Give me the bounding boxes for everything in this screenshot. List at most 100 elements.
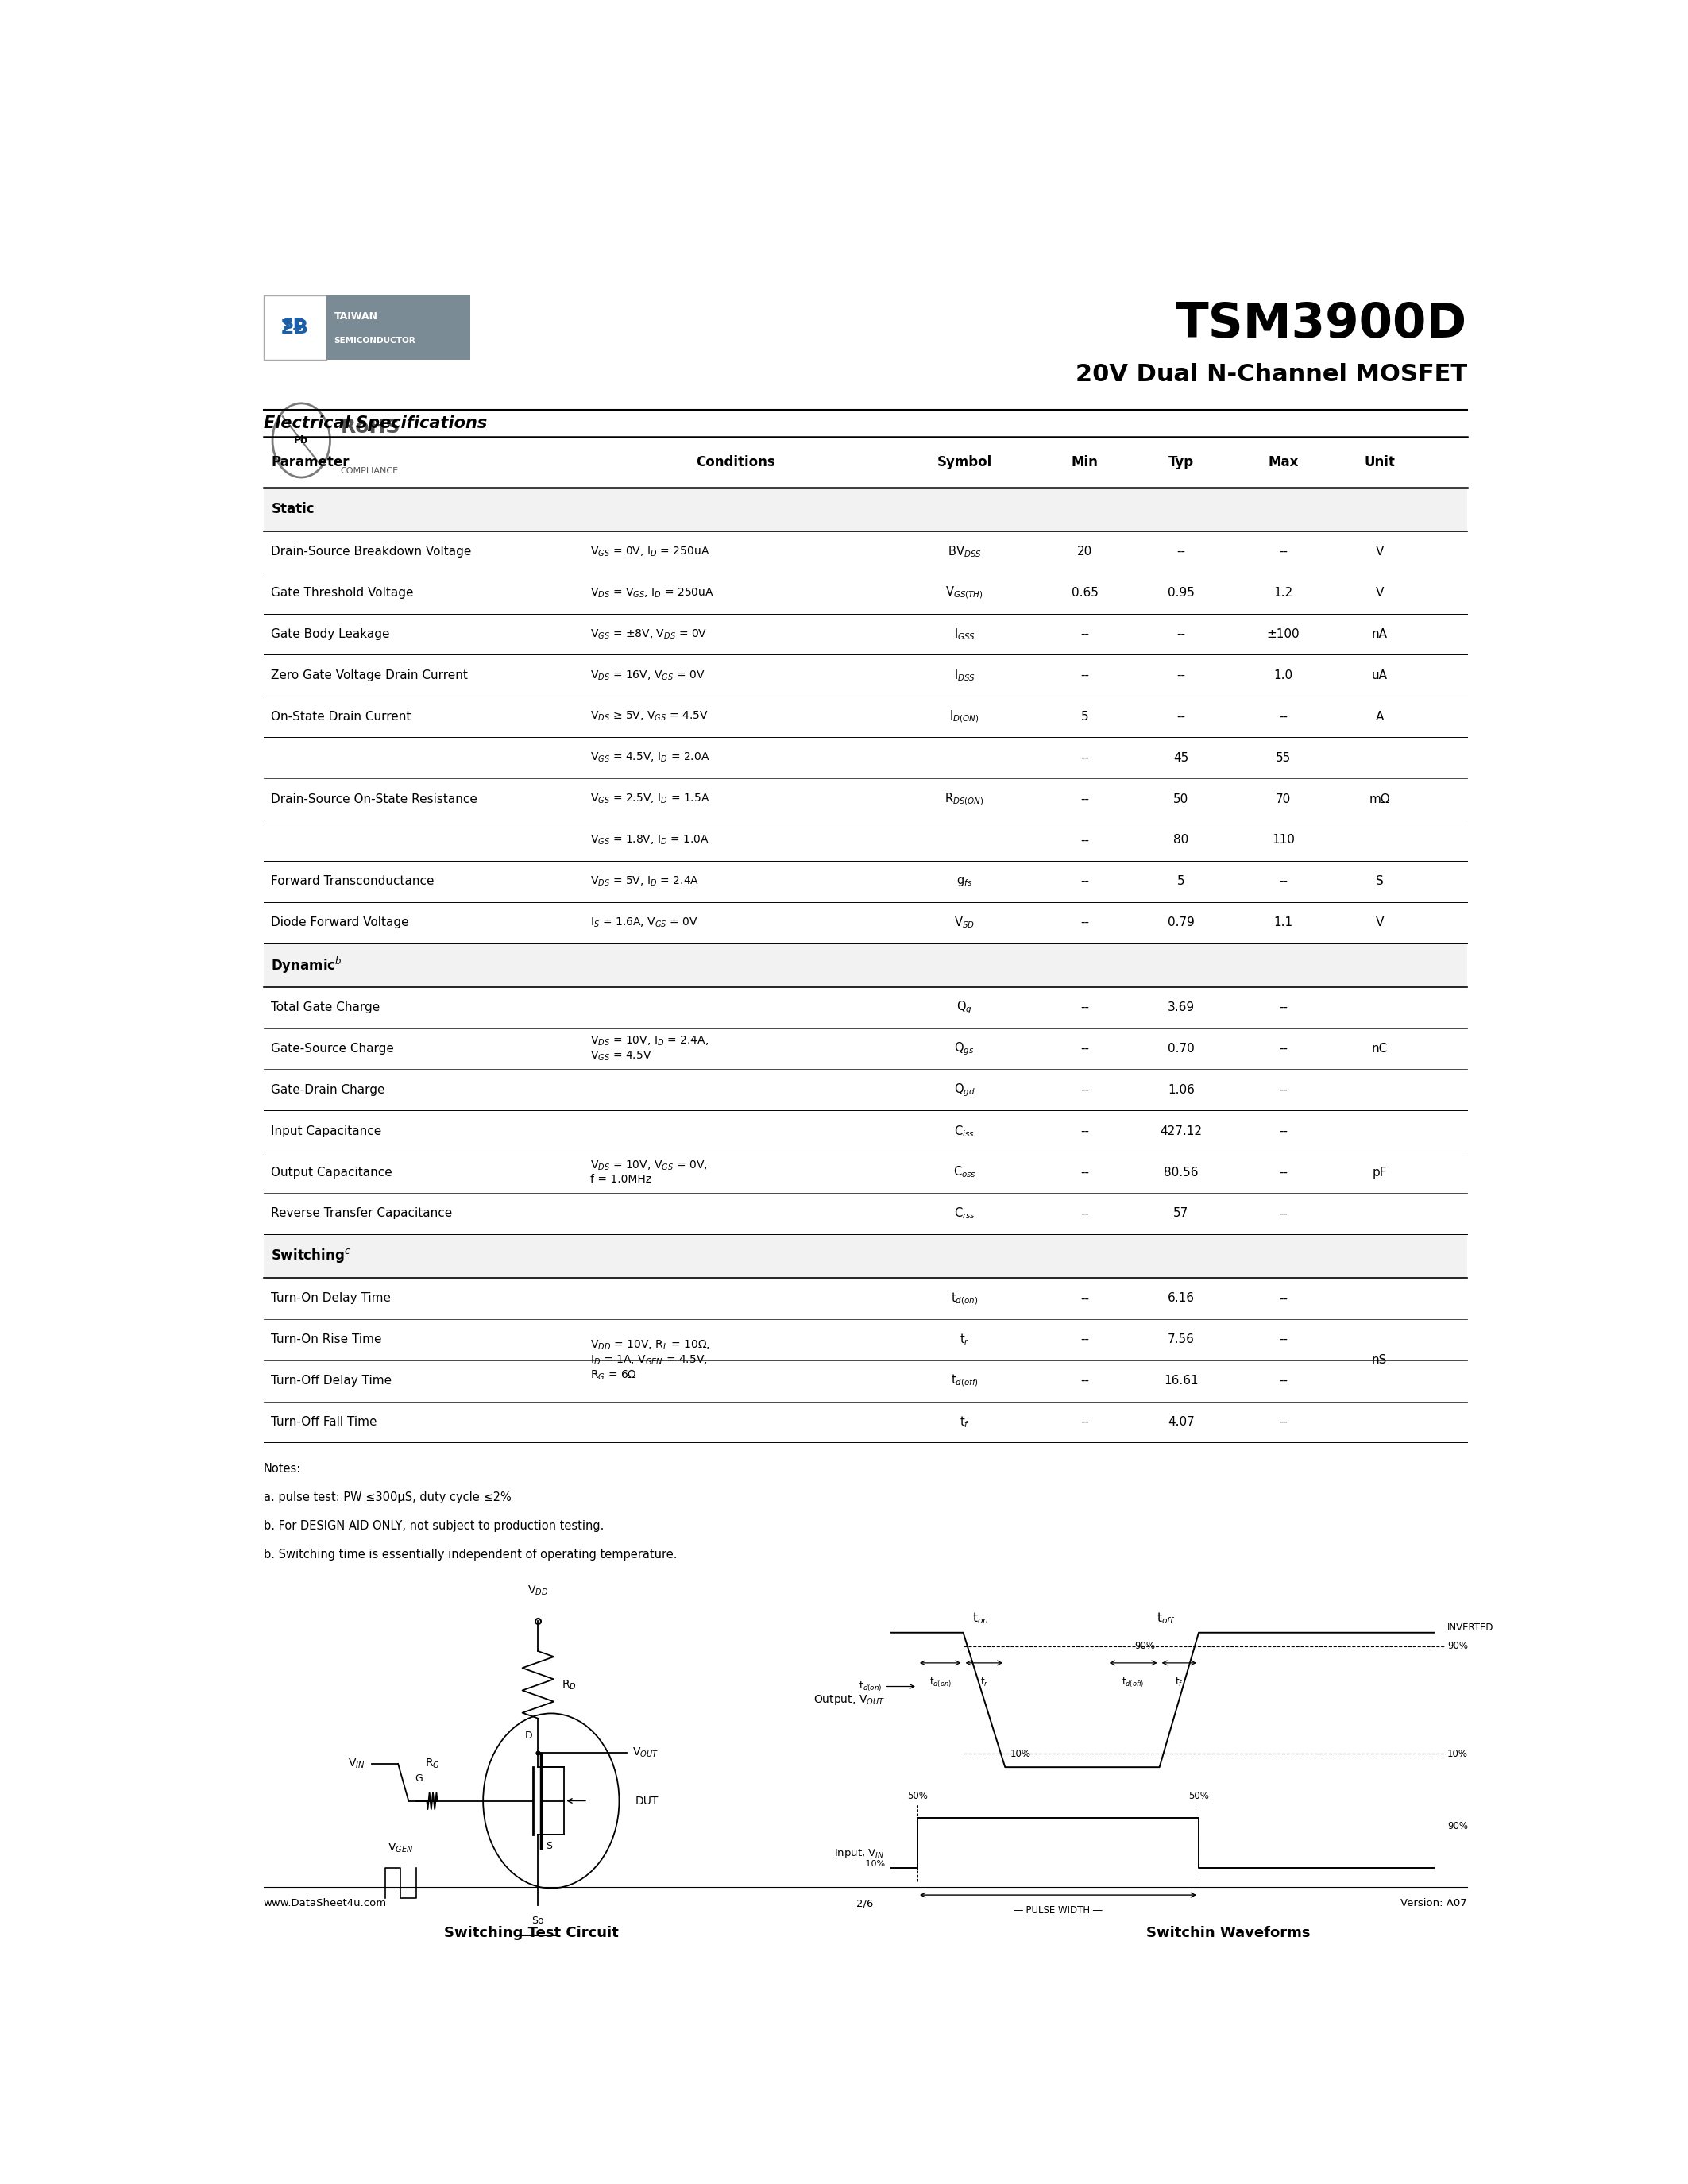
Text: R$_D$: R$_D$ [562,1677,577,1690]
Text: 10%: 10% [863,1859,885,1867]
Text: --: -- [1280,1166,1288,1177]
Text: Q$_{gs}$: Q$_{gs}$ [954,1040,974,1057]
Text: 50%: 50% [1188,1791,1209,1802]
Text: 50%: 50% [906,1791,928,1802]
Text: 2/6: 2/6 [856,1898,874,1909]
Text: TAIWAN: TAIWAN [334,310,378,321]
Text: V$_{GEN}$: V$_{GEN}$ [388,1841,414,1854]
Text: V$_{DS}$ = 10V, I$_{D}$ = 2.4A,
V$_{GS}$ = 4.5V: V$_{DS}$ = 10V, I$_{D}$ = 2.4A, V$_{GS}$… [591,1035,709,1064]
Text: --: -- [1080,1125,1089,1138]
Text: V$_{GS}$ = 1.8V, I$_{D}$ = 1.0A: V$_{GS}$ = 1.8V, I$_{D}$ = 1.0A [591,834,709,847]
Text: 0.65: 0.65 [1072,587,1099,598]
Text: S: S [545,1841,552,1852]
Text: C$_{iss}$: C$_{iss}$ [954,1123,974,1138]
Text: Reverse Transfer Capacitance: Reverse Transfer Capacitance [272,1208,452,1219]
Text: --: -- [1280,1415,1288,1428]
Text: a. pulse test: PW ≤300μS, duty cycle ≤2%: a. pulse test: PW ≤300μS, duty cycle ≤2% [263,1492,511,1503]
Text: --: -- [1177,670,1185,681]
Text: Conditions: Conditions [695,454,775,470]
Text: --: -- [1280,1002,1288,1013]
Text: nA: nA [1372,629,1388,640]
Text: Switching$^{c}$: Switching$^{c}$ [272,1247,351,1265]
Text: 45: 45 [1173,751,1188,764]
Text: --: -- [1280,1125,1288,1138]
Text: --: -- [1080,1166,1089,1177]
Text: t$_{d(on)}$: t$_{d(on)}$ [950,1291,977,1306]
Text: --: -- [1080,1415,1089,1428]
Text: D: D [525,1730,533,1741]
Text: pF: pF [1372,1166,1388,1177]
Text: ±100: ±100 [1266,629,1300,640]
Text: I$_{S}$ = 1.6A, V$_{GS}$ = 0V: I$_{S}$ = 1.6A, V$_{GS}$ = 0V [591,915,699,928]
Text: --: -- [1080,1042,1089,1055]
Text: Dynamic$^{b}$: Dynamic$^{b}$ [272,954,343,974]
Text: 110: 110 [1271,834,1295,845]
Text: Electrical Specifications: Electrical Specifications [263,415,486,432]
Text: Max: Max [1268,454,1298,470]
Text: Turn-Off Fall Time: Turn-Off Fall Time [272,1415,376,1428]
Text: t$_{r}$: t$_{r}$ [959,1332,969,1348]
Text: Notes:: Notes: [263,1463,300,1474]
Text: 1.06: 1.06 [1168,1083,1195,1096]
Text: ƩɃ: ƩɃ [280,319,309,336]
Text: V$_{GS(TH)}$: V$_{GS(TH)}$ [945,585,984,601]
Text: nC: nC [1372,1042,1388,1055]
Text: 20V Dual N-Channel MOSFET: 20V Dual N-Channel MOSFET [1075,363,1467,387]
Text: 50: 50 [1173,793,1188,806]
Text: V$_{SD}$: V$_{SD}$ [954,915,974,930]
Text: 1.0: 1.0 [1274,670,1293,681]
Text: Pb: Pb [294,435,309,446]
Text: COMPLIANCE: COMPLIANCE [341,467,398,474]
Text: --: -- [1280,1042,1288,1055]
Text: --: -- [1280,1293,1288,1304]
Text: Output Capacitance: Output Capacitance [272,1166,393,1177]
Text: t$_{on}$: t$_{on}$ [972,1612,989,1625]
Text: --: -- [1177,629,1185,640]
Text: V$_{OUT}$: V$_{OUT}$ [633,1747,658,1760]
Text: V$_{DS}$ = 5V, I$_{D}$ = 2.4A: V$_{DS}$ = 5V, I$_{D}$ = 2.4A [591,876,699,889]
Text: INVERTED: INVERTED [1447,1623,1494,1634]
Bar [263,1234,1467,1278]
Text: Forward Transconductance: Forward Transconductance [272,876,434,887]
Text: --: -- [1177,546,1185,557]
Text: C$_{oss}$: C$_{oss}$ [952,1164,976,1179]
Text: t$_{r}$: t$_{r}$ [981,1677,989,1688]
Text: ― PULSE WIDTH ―: ― PULSE WIDTH ― [1014,1904,1102,1915]
Text: --: -- [1080,751,1089,764]
Text: I$_{GSS}$: I$_{GSS}$ [954,627,976,642]
Text: --: -- [1080,1083,1089,1096]
Text: Diode Forward Voltage: Diode Forward Voltage [272,917,408,928]
Text: Q$_{g}$: Q$_{g}$ [957,1000,972,1016]
Text: 1.1: 1.1 [1274,917,1293,928]
Text: G: G [415,1773,424,1784]
Text: 80.56: 80.56 [1163,1166,1198,1177]
Text: V: V [1376,546,1384,557]
Text: Unit: Unit [1364,454,1394,470]
Text: 80: 80 [1173,834,1188,845]
Text: 57: 57 [1173,1208,1188,1219]
Text: --: -- [1080,629,1089,640]
Text: 0.95: 0.95 [1168,587,1195,598]
Text: 3.69: 3.69 [1168,1002,1195,1013]
Text: --: -- [1080,670,1089,681]
Text: RoHS: RoHS [341,417,400,437]
Text: SEMICONDUCTOR: SEMICONDUCTOR [334,336,415,345]
Text: So: So [532,1915,544,1926]
Text: V$_{DD}$: V$_{DD}$ [528,1583,549,1597]
Text: --: -- [1080,876,1089,887]
Text: I$_{D(ON)}$: I$_{D(ON)}$ [950,710,979,725]
Text: t$_{d(on)}$: t$_{d(on)}$ [859,1679,883,1693]
Text: 90%: 90% [1447,1640,1469,1651]
Text: --: -- [1280,1083,1288,1096]
Circle shape [272,404,331,478]
Text: Turn-On Delay Time: Turn-On Delay Time [272,1293,392,1304]
Text: TSM3900D: TSM3900D [1175,301,1467,347]
Bar [326,295,469,360]
Text: --: -- [1280,546,1288,557]
Text: Gate Threshold Voltage: Gate Threshold Voltage [272,587,414,598]
Text: Input Capacitance: Input Capacitance [272,1125,381,1138]
Text: V$_{DS}$ = 10V, V$_{GS}$ = 0V,
f = 1.0MHz: V$_{DS}$ = 10V, V$_{GS}$ = 0V, f = 1.0MH… [591,1160,707,1186]
Text: V$_{GS}$ = ±8V, V$_{DS}$ = 0V: V$_{GS}$ = ±8V, V$_{DS}$ = 0V [591,627,707,640]
Text: --: -- [1080,1376,1089,1387]
Text: BV$_{DSS}$: BV$_{DSS}$ [947,544,981,559]
